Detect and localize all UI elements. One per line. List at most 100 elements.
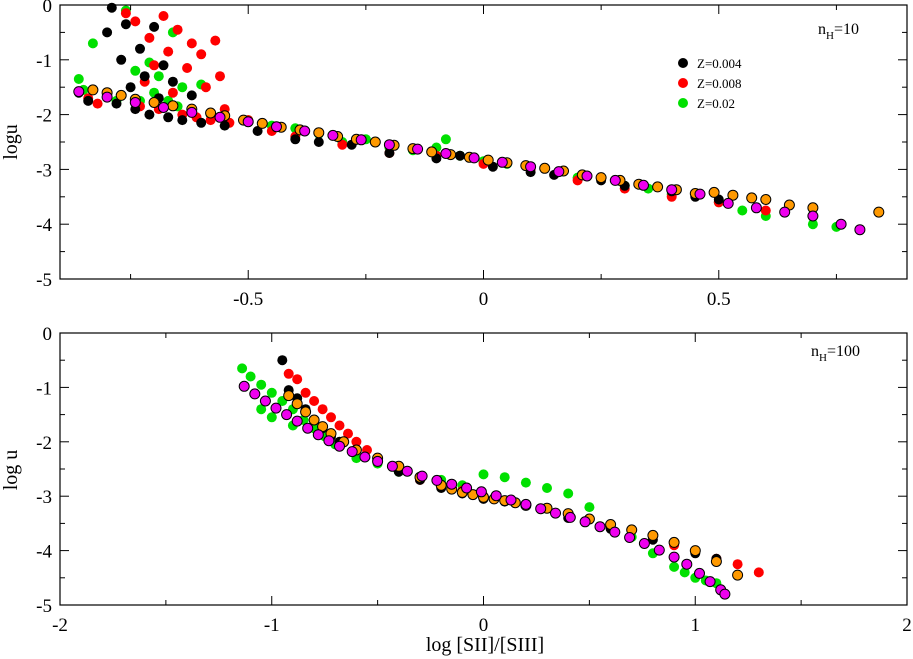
bottom-y-tick-label-4: -4 <box>36 542 52 563</box>
top-point-magenta-17 <box>553 166 565 178</box>
bottom-point-magenta-18 <box>461 482 473 494</box>
bottom-point-orange-1 <box>291 398 303 410</box>
bottom-point-magenta-27 <box>594 521 606 533</box>
bottom-point-magenta-31 <box>653 544 665 556</box>
top-point-z-0-004-2 <box>102 27 113 38</box>
top-point-magenta-26 <box>807 210 819 222</box>
top-x-tick-label-1: 0 <box>479 289 489 310</box>
top-point-z-0-004-15 <box>163 112 174 123</box>
bottom-point-orange-25 <box>647 529 659 541</box>
top-point-z-0-008-1 <box>92 98 103 109</box>
top-point-z-0-008-9 <box>158 11 169 21</box>
bottom-point-z-0-008-1 <box>292 374 303 385</box>
top-point-magenta-0 <box>73 86 85 98</box>
top-y-axis-label: logu <box>0 124 22 160</box>
legend-label-0: Z=0.004 <box>697 56 742 71</box>
top-point-orange-31 <box>652 181 664 193</box>
top-point-z-0-004-11 <box>144 109 155 120</box>
top-point-z-0-008-7 <box>149 60 160 71</box>
bottom-y-tick-label-3: -3 <box>36 487 52 508</box>
top-point-z-0-008-20 <box>210 35 221 46</box>
bottom-point-z-0-008-8 <box>351 436 362 447</box>
top-point-magenta-20 <box>638 179 649 191</box>
bottom-point-z-0-02-16 <box>478 469 489 480</box>
top-point-magenta-25 <box>779 206 791 218</box>
bottom-y-axis-label: log u <box>0 450 22 491</box>
top-point-magenta-15 <box>496 156 508 168</box>
bottom-point-z-0-02-2 <box>256 379 267 390</box>
top-point-orange-16 <box>369 136 381 148</box>
bottom-x-tick-label-4: 2 <box>902 615 912 636</box>
bottom-point-magenta-6 <box>302 422 314 434</box>
top-point-orange-25 <box>539 162 551 174</box>
bottom-panel: -2 -1 0 1 2 0 -1 -2 -3 -4 -5 log u log [SII]/[SIII… <box>0 324 912 656</box>
bottom-point-magenta-25 <box>564 511 576 523</box>
bottom-point-magenta-20 <box>490 490 502 502</box>
top-point-magenta-14 <box>468 152 480 164</box>
bottom-point-z-0-02-21 <box>584 502 595 513</box>
top-point-orange-19 <box>426 146 438 158</box>
top-point-z-0-004-25 <box>384 148 395 158</box>
top-x-tick-label-2: 0.5 <box>707 289 731 310</box>
top-point-z-0-004-21 <box>252 126 263 136</box>
bottom-point-z-0-02-30 <box>266 412 277 423</box>
legend-label-2: Z=0.02 <box>697 96 735 111</box>
bottom-point-magenta-30 <box>638 538 650 549</box>
legend-label-1: Z=0.008 <box>697 76 742 91</box>
bottom-point-magenta-1 <box>249 388 261 400</box>
bottom-point-magenta-12 <box>372 455 384 467</box>
bottom-point-orange-0 <box>283 390 295 402</box>
bottom-axis-ticks: -2 -1 0 1 2 0 -1 -2 -3 -4 -5 <box>36 324 912 636</box>
bottom-point-z-0-008-7 <box>343 428 353 439</box>
top-point-magenta-28 <box>854 224 866 236</box>
top-point-z-0-004-6 <box>120 19 131 30</box>
bottom-point-magenta-0 <box>238 380 250 392</box>
top-point-z-0-004-1 <box>83 95 94 106</box>
top-point-magenta-24 <box>750 202 762 214</box>
top-point-z-0-02-27 <box>440 134 451 145</box>
top-point-orange-35 <box>727 189 739 201</box>
top-x-tick-label-0: -0.5 <box>233 289 263 310</box>
bottom-point-magenta-2 <box>259 395 271 407</box>
top-point-z-0-02-10 <box>153 71 164 82</box>
top-point-z-0-008-15 <box>186 38 197 49</box>
top-point-z-0-008-6 <box>144 32 155 43</box>
top-point-magenta-3 <box>158 102 169 113</box>
top-point-z-0-004-3 <box>106 2 117 13</box>
bottom-point-z-0-02-32 <box>256 404 267 415</box>
top-point-z-0-008-11 <box>167 87 178 98</box>
top-point-magenta-23 <box>722 197 734 209</box>
top-point-orange-13 <box>313 127 325 139</box>
top-point-magenta-12 <box>412 143 424 155</box>
bottom-point-orange-3 <box>308 414 320 426</box>
top-point-z-0-008-3 <box>130 16 141 27</box>
top-point-z-0-008-21 <box>215 71 225 82</box>
top-point-magenta-16 <box>525 161 537 173</box>
top-point-z-0-004-7 <box>125 82 136 93</box>
top-point-z-0-02-14 <box>177 82 188 93</box>
bottom-point-magenta-16 <box>431 474 443 486</box>
top-point-z-0-008-18 <box>200 82 211 93</box>
bottom-point-magenta-35 <box>704 576 716 588</box>
top-point-z-0-004-12 <box>149 21 160 32</box>
bottom-y-tick-label-2: -2 <box>36 433 52 454</box>
bottom-points <box>237 355 764 600</box>
top-point-z-0-004-20 <box>219 120 230 131</box>
top-point-orange-2 <box>115 89 127 101</box>
top-point-magenta-27 <box>835 218 847 230</box>
top-points <box>73 2 885 236</box>
top-y-tick-label-5: -5 <box>36 270 52 291</box>
bottom-point-magenta-22 <box>520 498 532 510</box>
top-point-orange-36 <box>746 192 758 204</box>
top-point-magenta-13 <box>440 148 452 159</box>
top-point-magenta-5 <box>214 111 226 123</box>
bottom-point-magenta-3 <box>270 402 282 414</box>
top-point-orange-37 <box>760 194 772 205</box>
bottom-point-z-0-004-0 <box>277 355 288 366</box>
bottom-point-z-0-008-4 <box>317 404 328 415</box>
legend-marker-2 <box>678 98 688 108</box>
bottom-y-tick-label-5: -5 <box>36 596 52 617</box>
top-point-z-0-004-27 <box>455 150 465 161</box>
top-point-z-0-008-2 <box>120 8 131 19</box>
top-point-orange-5 <box>167 100 179 112</box>
